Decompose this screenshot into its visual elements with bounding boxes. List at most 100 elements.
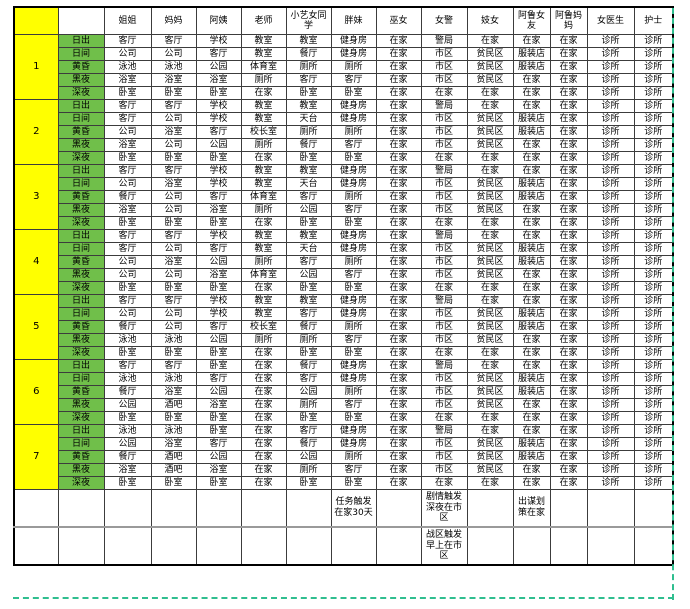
location-cell[interactable]: 学校 — [195, 34, 242, 48]
time-cell-日出[interactable]: 日出 — [57, 229, 105, 243]
location-cell[interactable]: 在家 — [420, 281, 468, 295]
location-cell[interactable]: 客厅 — [285, 307, 332, 321]
time-cell-日间[interactable]: 日间 — [57, 307, 105, 321]
location-cell[interactable]: 在家 — [466, 294, 514, 308]
location-cell[interactable]: 在家 — [512, 411, 551, 425]
location-cell[interactable]: 卧室 — [195, 281, 242, 295]
location-cell[interactable]: 诊所 — [633, 125, 674, 139]
location-cell[interactable]: 市区 — [420, 372, 468, 386]
location-cell[interactable]: 服装店 — [512, 307, 551, 321]
location-cell[interactable]: 校长室 — [240, 125, 287, 139]
location-cell[interactable]: 浴室 — [150, 255, 197, 269]
time-cell-黑夜[interactable]: 黑夜 — [57, 203, 105, 217]
column-header-9[interactable]: 妓女 — [466, 6, 514, 35]
location-cell[interactable]: 在家 — [549, 463, 588, 477]
location-cell[interactable]: 餐厅 — [103, 190, 152, 204]
location-cell[interactable]: 在家 — [549, 73, 588, 87]
location-cell[interactable]: 在家 — [466, 411, 514, 425]
location-cell[interactable]: 泳池 — [103, 333, 152, 347]
location-cell[interactable]: 厕所 — [285, 333, 332, 347]
location-cell[interactable]: 诊所 — [633, 203, 674, 217]
location-cell[interactable]: 贫民区 — [466, 398, 514, 412]
location-cell[interactable]: 客厅 — [285, 372, 332, 386]
location-cell[interactable]: 健身房 — [330, 307, 377, 321]
location-cell[interactable]: 卧室 — [330, 86, 377, 100]
location-cell[interactable]: 公司 — [150, 203, 197, 217]
location-cell[interactable]: 卧室 — [195, 86, 242, 100]
location-cell[interactable]: 在家 — [375, 242, 422, 256]
location-cell[interactable]: 在家 — [549, 450, 588, 464]
location-cell[interactable]: 公司 — [150, 138, 197, 152]
empty-cell[interactable] — [549, 489, 588, 528]
location-cell[interactable]: 厕所 — [285, 60, 332, 74]
time-cell-深夜[interactable]: 深夜 — [57, 346, 105, 360]
location-cell[interactable]: 在家 — [375, 86, 422, 100]
location-cell[interactable]: 在家 — [240, 372, 287, 386]
location-cell[interactable]: 在家 — [375, 307, 422, 321]
location-cell[interactable]: 诊所 — [633, 359, 674, 373]
location-cell[interactable]: 客厅 — [195, 125, 242, 139]
location-cell[interactable]: 诊所 — [633, 47, 674, 61]
location-cell[interactable]: 厕所 — [330, 190, 377, 204]
location-cell[interactable]: 客厅 — [150, 229, 197, 243]
location-cell[interactable]: 诊所 — [633, 34, 674, 48]
location-cell[interactable]: 客厅 — [195, 190, 242, 204]
location-cell[interactable]: 在家 — [375, 229, 422, 243]
location-cell[interactable]: 贫民区 — [466, 60, 514, 74]
location-cell[interactable]: 餐厅 — [285, 47, 332, 61]
location-cell[interactable]: 健身房 — [330, 424, 377, 438]
location-cell[interactable]: 泳池 — [150, 372, 197, 386]
location-cell[interactable]: 警局 — [420, 164, 468, 178]
location-cell[interactable]: 诊所 — [633, 216, 674, 230]
location-cell[interactable]: 贫民区 — [466, 320, 514, 334]
location-cell[interactable]: 诊所 — [633, 333, 674, 347]
time-cell-黄昏[interactable]: 黄昏 — [57, 320, 105, 334]
location-cell[interactable]: 在家 — [375, 73, 422, 87]
time-cell-日间[interactable]: 日间 — [57, 47, 105, 61]
column-header-1[interactable]: 姐姐 — [103, 6, 152, 35]
location-cell[interactable]: 服装店 — [512, 60, 551, 74]
blank-header-cell[interactable] — [57, 6, 105, 35]
location-cell[interactable]: 诊所 — [586, 268, 635, 282]
time-cell-深夜[interactable]: 深夜 — [57, 411, 105, 425]
location-cell[interactable]: 在家 — [375, 450, 422, 464]
location-cell[interactable]: 服装店 — [512, 242, 551, 256]
location-cell[interactable]: 公司 — [150, 268, 197, 282]
location-cell[interactable]: 在家 — [240, 216, 287, 230]
location-cell[interactable]: 在家 — [549, 333, 588, 347]
location-cell[interactable]: 在家 — [512, 268, 551, 282]
location-cell[interactable]: 在家 — [466, 86, 514, 100]
location-cell[interactable]: 市区 — [420, 190, 468, 204]
location-cell[interactable]: 在家 — [466, 359, 514, 373]
location-cell[interactable]: 在家 — [240, 86, 287, 100]
location-cell[interactable]: 诊所 — [633, 307, 674, 321]
location-cell[interactable]: 在家 — [240, 385, 287, 399]
location-cell[interactable]: 公司 — [150, 47, 197, 61]
location-cell[interactable]: 诊所 — [586, 385, 635, 399]
location-cell[interactable]: 浴室 — [195, 398, 242, 412]
location-cell[interactable]: 诊所 — [586, 216, 635, 230]
location-cell[interactable]: 公司 — [103, 177, 152, 191]
day-number-cell-7[interactable]: 7 — [13, 424, 59, 490]
location-cell[interactable]: 在家 — [512, 281, 551, 295]
location-cell[interactable]: 公司 — [103, 125, 152, 139]
location-cell[interactable]: 在家 — [375, 437, 422, 451]
location-cell[interactable]: 诊所 — [586, 203, 635, 217]
location-cell[interactable]: 学校 — [195, 229, 242, 243]
location-cell[interactable]: 卧室 — [150, 476, 197, 490]
location-cell[interactable]: 卧室 — [150, 346, 197, 360]
time-cell-黑夜[interactable]: 黑夜 — [57, 138, 105, 152]
location-cell[interactable]: 卧室 — [285, 151, 332, 165]
location-cell[interactable]: 在家 — [375, 255, 422, 269]
location-cell[interactable]: 健身房 — [330, 359, 377, 373]
location-cell[interactable]: 在家 — [375, 411, 422, 425]
location-cell[interactable]: 体育室 — [240, 60, 287, 74]
location-cell[interactable]: 在家 — [549, 385, 588, 399]
location-cell[interactable]: 教室 — [240, 242, 287, 256]
location-cell[interactable]: 诊所 — [586, 463, 635, 477]
time-cell-黄昏[interactable]: 黄昏 — [57, 60, 105, 74]
location-cell[interactable]: 在家 — [512, 346, 551, 360]
location-cell[interactable]: 贫民区 — [466, 463, 514, 477]
location-cell[interactable]: 公园 — [195, 385, 242, 399]
location-cell[interactable]: 公园 — [195, 255, 242, 269]
